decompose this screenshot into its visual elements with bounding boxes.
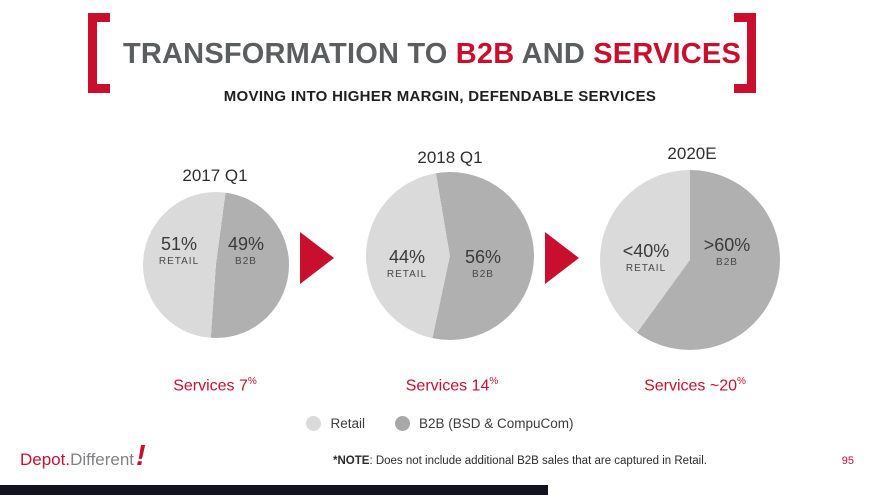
services-percent-sign: %: [247, 376, 257, 387]
services-text: Services 7: [173, 377, 248, 395]
slice-value: 56%: [464, 247, 502, 267]
pie-title-2017q1: 2017 Q1: [182, 166, 248, 185]
title-segment: AND: [514, 38, 594, 70]
left-bracket-decoration: [88, 13, 110, 93]
subtitle: MOVING INTO HIGHER MARGIN, DEFENDABLE SE…: [223, 88, 657, 105]
right-arrow-icon: [545, 232, 579, 284]
brand-exclamation-icon: !: [136, 440, 146, 472]
pie-chart-2020e: <40% RETAIL >60% B2B: [600, 170, 780, 350]
slice-label-b2b: 49% B2B: [213, 233, 279, 269]
legend-label: Retail: [330, 416, 365, 431]
services-percent-sign: %: [737, 376, 746, 387]
services-text: Services ~20: [644, 377, 738, 395]
pie-title-2020e: 2020E: [667, 144, 717, 163]
slice-label-b2b: >60% B2B: [686, 234, 768, 270]
slice-label-b2b: 56% B2B: [448, 246, 518, 282]
title-segment-b2b: B2B: [455, 38, 515, 70]
slice-label-retail: 44% RETAIL: [372, 246, 442, 282]
footer-bar-decoration: [0, 485, 548, 495]
pie-title-2018q1: 2018 Q1: [417, 148, 483, 167]
b2b-swatch-icon: [394, 416, 410, 431]
slice-category: RETAIL: [386, 269, 428, 280]
slice-value: >60%: [703, 235, 751, 255]
chart-legend: Retail B2B (BSD & CompuCom): [0, 416, 880, 431]
right-bracket-decoration: [734, 13, 756, 93]
slice-category: B2B: [235, 256, 257, 267]
slice-label-retail: 51% RETAIL: [146, 233, 212, 269]
services-percent-sign: %: [489, 376, 499, 387]
brand-primary: Depot.: [20, 450, 71, 469]
slice-category: RETAIL: [625, 263, 667, 274]
pie-chart-2018q1: 44% RETAIL 56% B2B: [366, 172, 534, 340]
slice-category: B2B: [716, 257, 738, 268]
slice-value: <40%: [622, 241, 670, 261]
pie-chart-2017q1: 51% RETAIL 49% B2B: [143, 192, 289, 338]
slice-value: 51%: [160, 234, 198, 254]
slice-category: B2B: [472, 269, 494, 280]
services-text: Services 14: [405, 377, 490, 395]
title-segment-services: SERVICES: [593, 38, 741, 70]
brand-secondary: Different: [70, 450, 135, 469]
legend-item-retail: Retail: [306, 416, 365, 431]
right-arrow-icon: [300, 232, 334, 284]
title-segment: TRANSFORMATION TO: [122, 38, 456, 70]
slice-label-retail: <40% RETAIL: [604, 240, 688, 276]
page-number: 95: [841, 455, 854, 467]
footnote-label: *NOTE: [333, 455, 370, 467]
services-label-2018q1: Services 14%: [362, 376, 542, 395]
slice-value: 49%: [227, 234, 265, 254]
footnote-text: : Does not include additional B2B sales …: [369, 455, 707, 467]
legend-label: B2B (BSD & CompuCom): [418, 416, 574, 431]
legend-item-b2b: B2B (BSD & CompuCom): [394, 416, 574, 431]
depot-different-logo: Depot. Different!: [20, 440, 146, 472]
page-title: TRANSFORMATION TO B2B AND SERVICES: [112, 38, 752, 71]
slice-category: RETAIL: [158, 256, 200, 267]
retail-swatch-icon: [306, 416, 322, 431]
services-label-2017q1: Services 7%: [125, 376, 305, 395]
footnote: *NOTE: Does not include additional B2B s…: [160, 455, 880, 467]
services-label-2020e: Services ~20%: [605, 376, 785, 395]
slice-value: 44%: [388, 247, 426, 267]
